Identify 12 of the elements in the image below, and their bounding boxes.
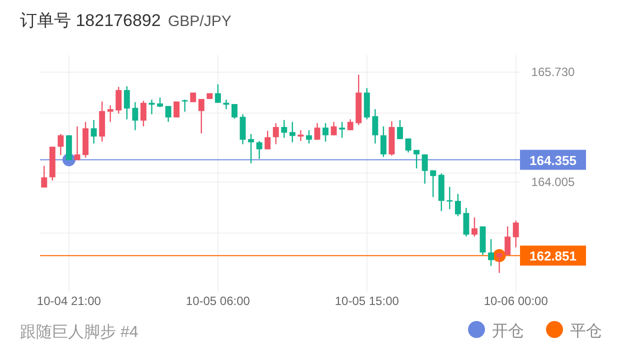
ref-line-label: 164.355 [530,152,576,168]
x-tick-label: 10-04 21:00 [36,294,102,308]
ref-line-label: 162.851 [530,248,576,264]
text: 跟随巨人脚步 #4 [20,323,138,341]
x-tick-label: 10-06 00:00 [484,294,548,308]
y-tick-label: 164.005 [531,175,576,190]
title: 订单号 182176892 GBP/JPY [20,11,232,30]
legend-label: 平仓 [570,323,602,340]
y-tick-label: 165.730 [531,65,576,80]
x-tick-label: 10-05 06:00 [186,294,250,308]
legend-label: 开仓 [492,323,524,340]
x-tick-label: 10-05 15:00 [334,294,400,308]
